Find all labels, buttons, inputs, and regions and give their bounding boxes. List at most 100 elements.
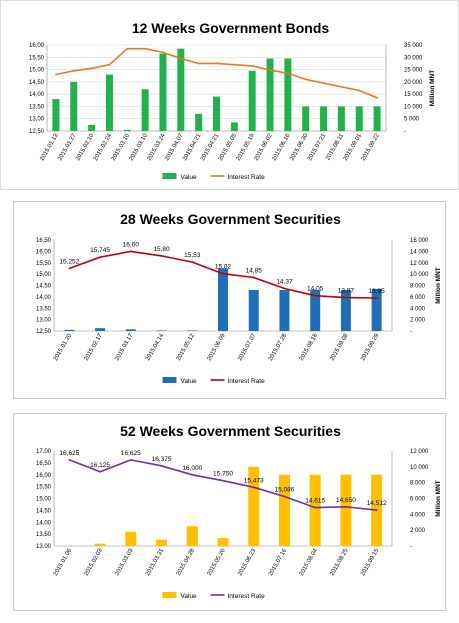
right-axis-tick: 8 000 <box>410 481 426 487</box>
bar-2015.08.18 <box>310 290 321 331</box>
legend-value-label: Value <box>181 174 198 181</box>
left-axis-tick: 15,00 <box>29 68 45 74</box>
interest-rate-point-2015.03.24 <box>162 51 164 54</box>
x-axis-tick: 2015.01.13 <box>39 132 60 162</box>
bar-2015.02.24 <box>105 74 113 131</box>
x-axis-tick: 2015.08.18 <box>299 332 320 362</box>
right-axis-tick: 4 000 <box>410 512 426 518</box>
x-axis-tick: 2015.07.28 <box>268 332 289 362</box>
right-axis-tick: 6 000 <box>410 295 426 301</box>
right-axis-tick: 2 000 <box>410 318 426 324</box>
x-axis-tick: 2015.03.24 <box>146 132 167 162</box>
x-axis-tick: 2015.03.17 <box>114 332 135 362</box>
bar-2015.02.17 <box>95 328 106 331</box>
right-axis-tick: 15 000 <box>404 92 423 98</box>
left-axis-tick: 13,00 <box>29 117 45 123</box>
right-axis-label: Million MNT <box>429 70 436 106</box>
interest-rate-point-2015.01.06 <box>68 459 71 461</box>
left-axis-tick: 15,50 <box>29 55 45 61</box>
right-axis-tick: 25 000 <box>404 68 423 74</box>
x-axis-tick: 2015.05.05 <box>218 132 239 162</box>
x-axis-tick: 2015.02.24 <box>93 132 114 162</box>
bar-2015.01.27 <box>70 81 78 131</box>
chart-title: 28 Weeks Government Securities <box>120 211 341 227</box>
interest-rate-point-2015.03.31 <box>160 464 163 467</box>
left-axis-tick: 15,50 <box>36 261 52 267</box>
x-axis-tick: 2015.03.03 <box>114 547 135 577</box>
chart-28-weeks-svg: 28 Weeks Government Securities 12,50 13,00… <box>36 211 442 385</box>
left-axis-tick: 13,00 <box>36 544 52 550</box>
bar-2015.01.13 <box>52 99 60 131</box>
right-axis-tick: 16 000 <box>410 238 429 244</box>
x-axis-tick: 2015.07.21 <box>307 132 328 162</box>
interest-rate-data-label: 15,02 <box>215 264 232 271</box>
left-axis-tick: 14,50 <box>36 508 52 514</box>
chart-title: 12 Weeks Government Bonds <box>132 20 330 36</box>
interest-rate-point-2015.02.03 <box>99 470 101 473</box>
interest-rate-data-label: 16,625 <box>59 450 79 457</box>
bar-2015.06.02 <box>266 58 274 132</box>
bar-2015.05.05 <box>230 122 238 131</box>
x-axis-tick: 2015.09.08 <box>329 332 350 362</box>
interest-rate-point-2015.08.11 <box>340 85 343 88</box>
interest-rate-point-2015.03.03 <box>129 459 132 461</box>
left-axis-tick: 15,00 <box>36 272 52 278</box>
bar-2015.07.21 <box>320 106 328 131</box>
legend-value-swatch <box>162 377 177 383</box>
bar-2015.08.25 <box>340 474 352 546</box>
chart-title: 52 Weeks Government Securities <box>120 423 341 439</box>
left-axis-tick: 16,00 <box>29 43 45 49</box>
x-axis-tick: 2015.06.09 <box>207 332 228 362</box>
interest-rate-point-2015.09.29 <box>375 297 378 299</box>
interest-rate-point-2015.05.19 <box>251 64 254 67</box>
right-axis-tick: 30 000 <box>404 55 423 61</box>
right-axis-tick: - <box>404 129 406 135</box>
bar-2015.08.04 <box>309 474 321 546</box>
interest-rate-point-2015.08.25 <box>345 505 347 508</box>
right-axis-tick: 10 000 <box>410 272 429 278</box>
x-axis-tick: 2015.07.07 <box>237 332 258 362</box>
bar-2015.03.10 <box>141 89 149 131</box>
bar-2015.06.09 <box>218 268 228 331</box>
interest-rate-point-2015.04.21 <box>215 62 218 65</box>
bar-2015.02.10 <box>88 124 96 131</box>
left-axis-tick: 13,50 <box>36 306 52 312</box>
interest-rate-data-label: 16,625 <box>121 450 141 457</box>
x-axis-tick: 2015.02.10 <box>75 132 96 162</box>
bar-2015.01.20 <box>64 329 75 331</box>
left-axis-tick: 15,00 <box>36 497 52 503</box>
x-axis-tick: 2015.09.15 <box>360 547 381 577</box>
interest-rate-data-label: 14,05 <box>307 286 324 293</box>
interest-rate-data-label: 14,37 <box>276 278 293 285</box>
x-axis-tick: 2015.05.26 <box>207 547 228 577</box>
interest-rate-data-label: 14,615 <box>305 498 325 505</box>
x-axis-tick: 2015.04.14 <box>145 332 166 362</box>
interest-rate-point-2015.04.28 <box>191 473 194 476</box>
interest-rate-point-2015.01.27 <box>72 69 75 72</box>
interest-rate-data-label: 14,85 <box>246 268 263 275</box>
bar-2015.09.01 <box>355 106 363 131</box>
x-axis-tick: 2015.06.23 <box>237 547 258 577</box>
legend-value-label: Value <box>181 593 198 600</box>
interest-rate-point-2015.05.05 <box>233 63 236 66</box>
chart-panel-12-weeks: 12 Weeks Government Bonds 12,50 13,00 13,50… <box>0 0 459 190</box>
interest-rate-point-2015.01.20 <box>68 267 71 270</box>
interest-rate-point-2015.07.07 <box>252 276 255 279</box>
right-axis-tick: 10 000 <box>410 465 429 471</box>
interest-rate-point-2015.06.30 <box>304 78 307 81</box>
interest-rate-point-2015.04.14 <box>160 255 163 257</box>
bar-2015.05.12 <box>187 330 198 331</box>
x-axis-tick: 2015.05.19 <box>236 132 257 162</box>
chart-panel-52-weeks: 52 Weeks Government Securities 13,00 13,50… <box>13 413 446 611</box>
right-axis-tick: 8 000 <box>410 284 426 290</box>
bar-2015.07.28 <box>279 290 290 331</box>
x-axis-tick: 2015.03.10 <box>129 132 150 162</box>
bar-2015.09.22 <box>373 106 381 131</box>
bar-2015.04.07 <box>177 48 185 131</box>
interest-rate-data-label: 15,53 <box>184 252 201 259</box>
interest-rate-point-2015.02.24 <box>108 63 111 66</box>
interest-rate-point-2015.02.17 <box>99 256 101 259</box>
interest-rate-data-label: 14,650 <box>336 497 356 504</box>
right-axis-tick: - <box>410 544 412 550</box>
right-axis-tick: 12 000 <box>410 261 429 267</box>
